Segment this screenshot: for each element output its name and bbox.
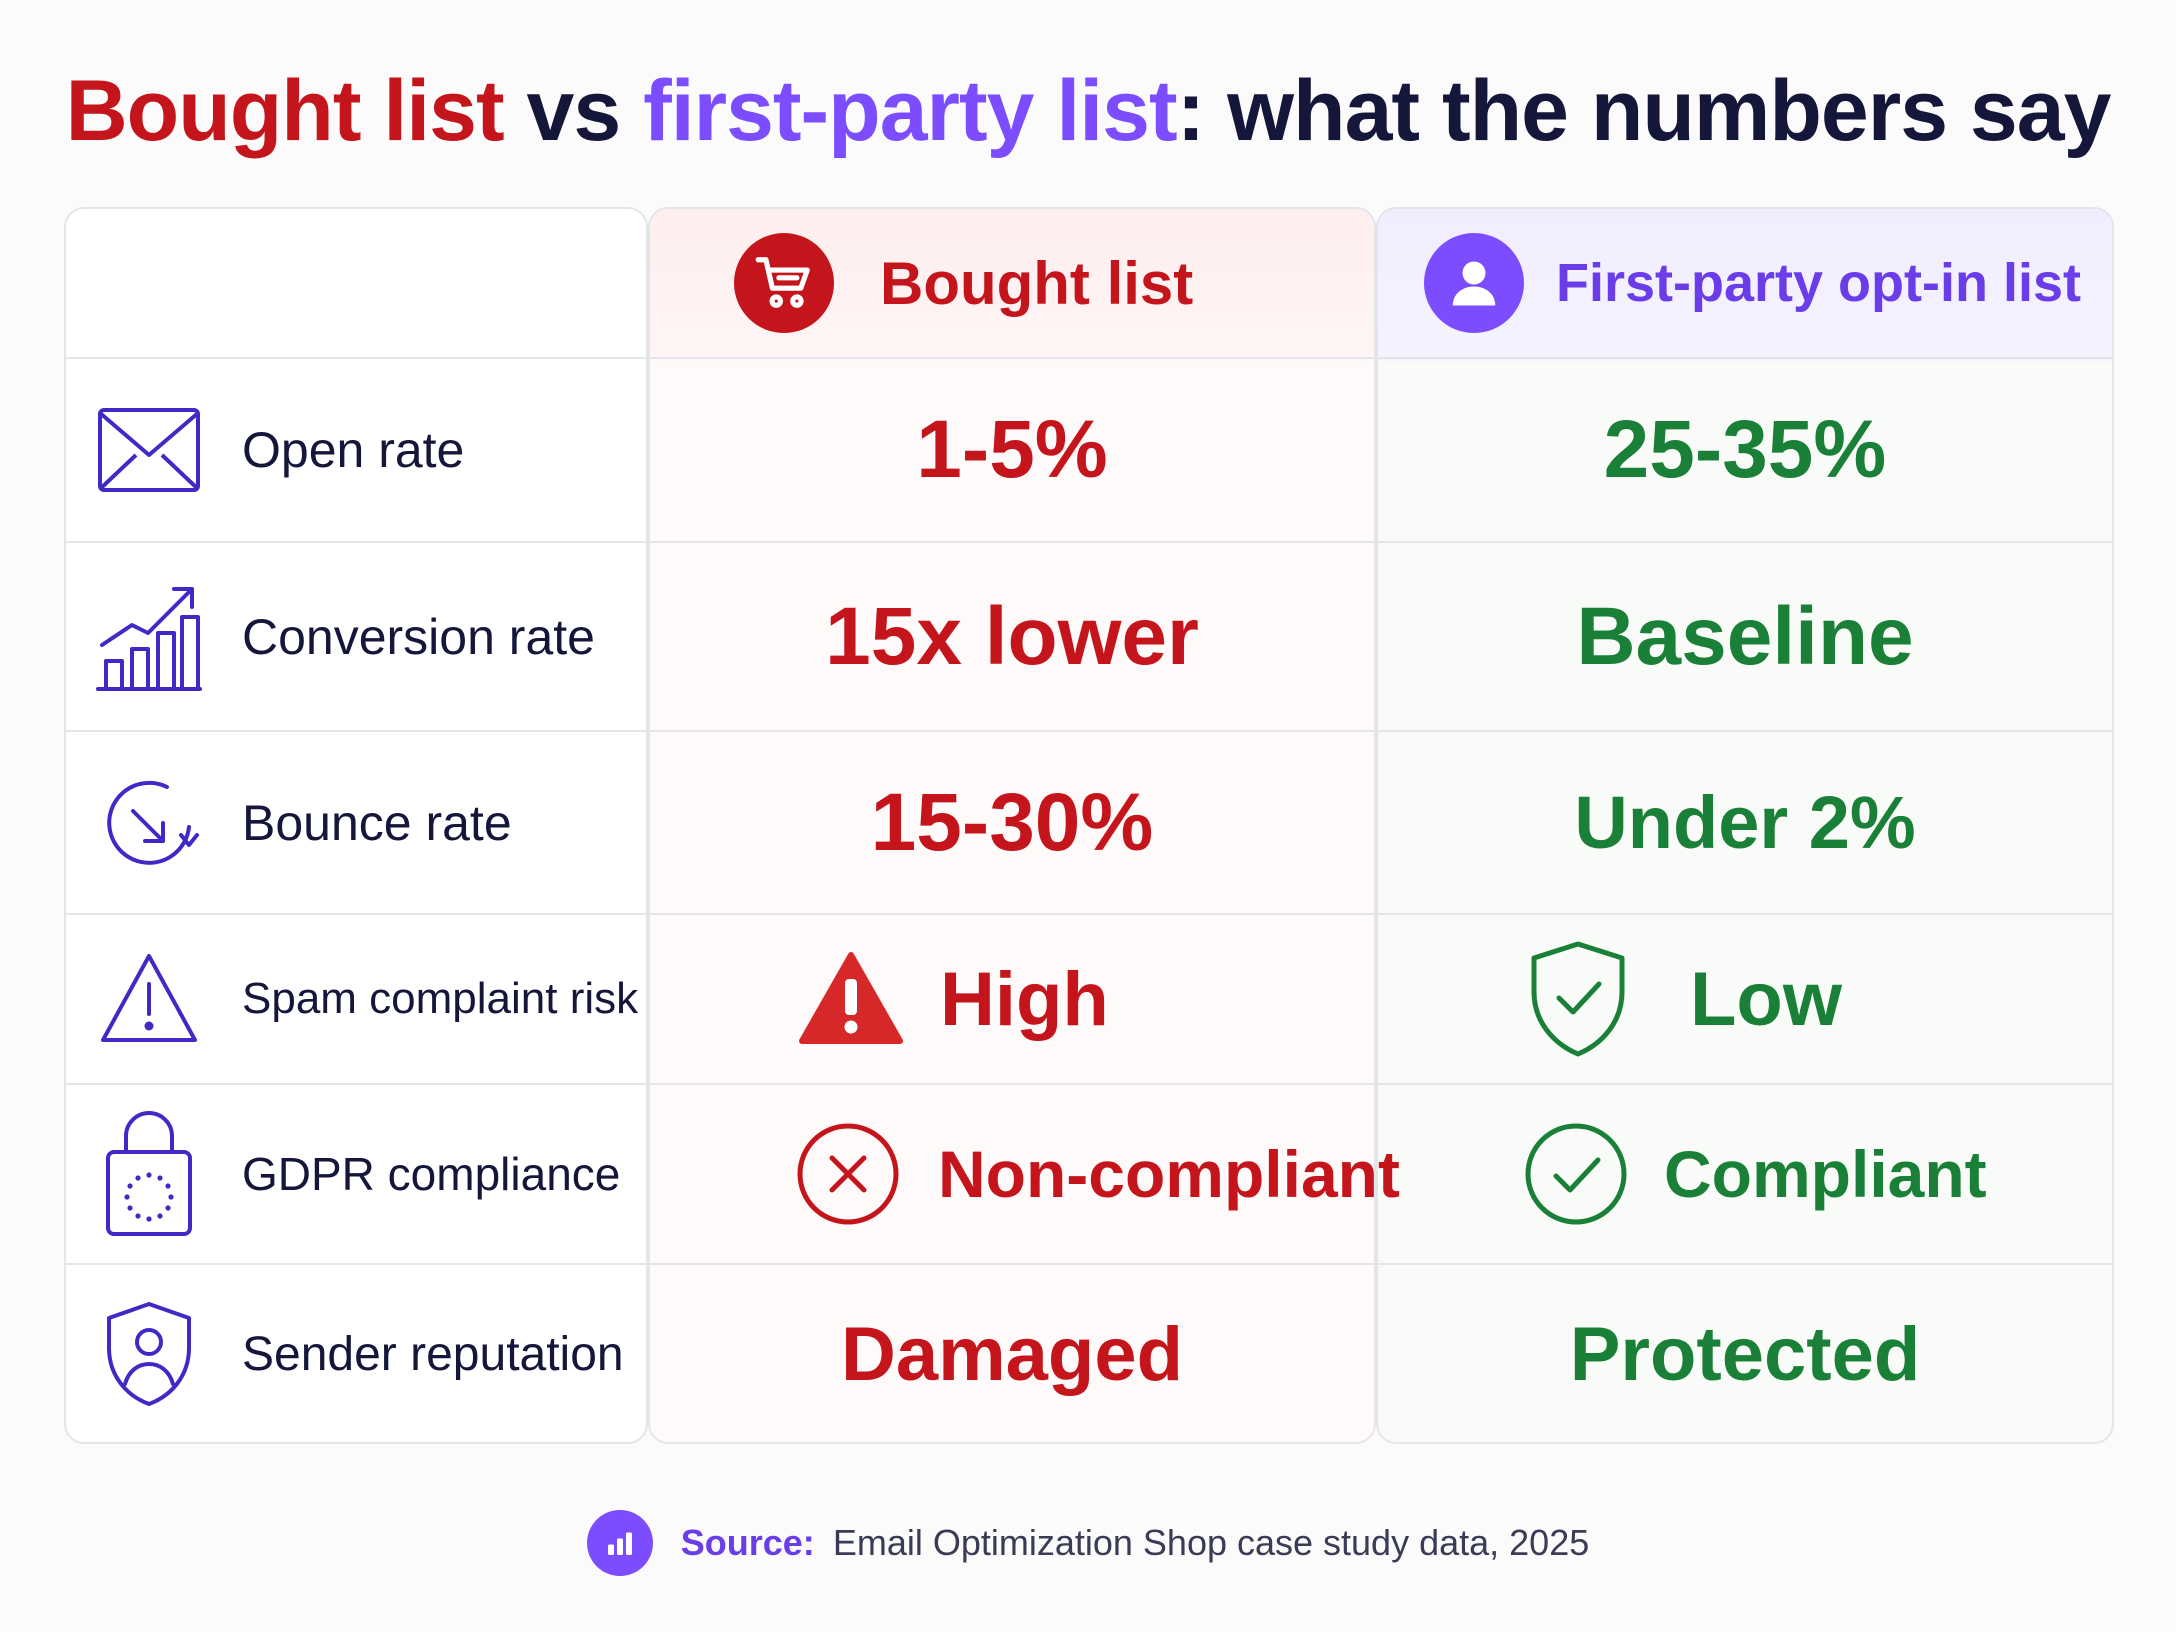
title-rest: : what the numbers say: [1176, 63, 2112, 159]
comparison-table: Bought list First-party opt-in list Open…: [64, 207, 2114, 1444]
title-vs: vs: [503, 63, 644, 159]
bar-chart-icon: [586, 1510, 653, 1576]
bought-list-header-label: Bought list: [880, 249, 1194, 317]
user-icon: [1424, 233, 1524, 333]
first-party-value: Under 2%: [1574, 781, 1916, 864]
bought-value: Non-compliant: [938, 1137, 1400, 1211]
metric-label: Open rate: [242, 422, 465, 478]
bounce-arrow-icon: [94, 768, 204, 878]
table-row: Open rate 1-5% 25-35%: [64, 359, 2114, 541]
page-title: Bought list vs first-party list: what th…: [0, 62, 2176, 161]
growth-chart-icon: [94, 582, 204, 692]
metric-label: Spam complaint risk: [242, 974, 639, 1023]
source-text: Email Optimization Shop case study data,…: [832, 1522, 1590, 1563]
alert-icon: [798, 951, 904, 1047]
first-party-value: Baseline: [1576, 590, 1914, 682]
first-party-column: [1376, 207, 2114, 1444]
bought-value: Damaged: [840, 1311, 1184, 1397]
warning-triangle-icon: [94, 944, 204, 1054]
shield-check-icon: [1528, 940, 1628, 1058]
shopping-cart-icon: [734, 233, 834, 333]
metric-label: Sender reputation: [242, 1327, 624, 1381]
metric-label: GDPR compliance: [242, 1148, 621, 1200]
table-row: Spam complaint risk High Low: [64, 915, 2114, 1083]
title-bought-list: Bought list: [65, 63, 505, 159]
source-footer: Source: Email Optimization Shop case stu…: [0, 1510, 2176, 1576]
user-shield-icon: [94, 1299, 204, 1409]
envelope-icon: [94, 395, 204, 505]
bought-value: 1-5%: [916, 404, 1108, 495]
source-label: Source:: [680, 1522, 815, 1563]
table-row: GDPR compliance Non-compliant Compliant: [64, 1085, 2114, 1263]
bought-list-header: Bought list: [734, 207, 1193, 359]
bought-column: [648, 207, 1376, 1444]
first-party-value: 25-35%: [1603, 404, 1887, 495]
first-party-header: First-party opt-in list: [1424, 207, 2081, 359]
table-row: Bounce rate 15-30% Under 2%: [64, 732, 2114, 913]
first-party-value: Low: [1690, 956, 1842, 1042]
first-party-header-label: First-party opt-in list: [1556, 253, 2081, 313]
check-circle-icon: [1524, 1122, 1628, 1226]
first-party-value: Compliant: [1664, 1137, 1987, 1211]
title-first-party-list: first-party list: [643, 63, 1178, 159]
metric-label: Conversion rate: [242, 608, 595, 665]
bought-value: 15x lower: [825, 590, 1199, 682]
table-row: Sender reputation Damaged Protected: [64, 1265, 2114, 1443]
bought-value: 15-30%: [870, 776, 1154, 868]
eu-lock-icon: [94, 1111, 204, 1236]
table-row: Conversion rate 15x lower Baseline: [64, 543, 2114, 730]
bought-value: High: [940, 956, 1109, 1042]
metric-label: Bounce rate: [242, 794, 512, 851]
x-circle-icon: [796, 1122, 900, 1226]
first-party-value: Protected: [1569, 1311, 1921, 1397]
